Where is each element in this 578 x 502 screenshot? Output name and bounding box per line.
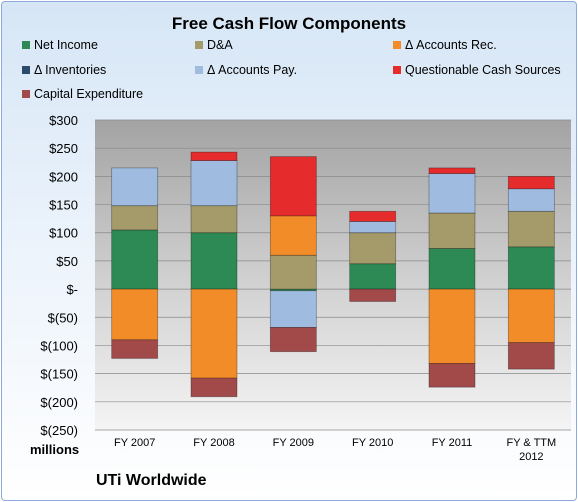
y-tick-label: $(50) [48, 310, 78, 325]
legend-swatch [22, 40, 30, 49]
bar-segment [111, 339, 159, 359]
legend-item: Δ Accounts Pay. [195, 63, 297, 77]
legend-item: Δ Accounts Rec. [393, 38, 497, 52]
y-tick-label: $(200) [40, 395, 78, 410]
legend-item: Net Income [22, 38, 98, 52]
bar-segment [111, 205, 159, 231]
legend-label: Net Income [34, 38, 98, 52]
bar-segment [190, 205, 238, 234]
bar-segment [428, 167, 476, 174]
bar-segment [428, 173, 476, 214]
company-name: UTi Worldwide [96, 472, 207, 489]
bar-segment [507, 288, 555, 344]
legend-item: Questionable Cash Sources [393, 63, 561, 77]
legend-label: Questionable Cash Sources [405, 63, 561, 77]
bar-segment [269, 327, 317, 353]
x-tick-label: FY 2008 [193, 437, 234, 449]
legend-swatch [195, 40, 203, 49]
bar-segment [269, 215, 317, 256]
bar-segment [190, 160, 238, 207]
bar-segment [349, 221, 397, 234]
bar-segment [428, 212, 476, 249]
bar-segment [190, 151, 238, 161]
y-tick-label: $100 [49, 226, 78, 241]
bar-segment [428, 363, 476, 388]
unit-label: millions [30, 442, 79, 457]
bar-segment [269, 254, 317, 290]
y-tick-label: $300 [49, 113, 78, 128]
legend-item: Δ Inventories [22, 63, 106, 77]
x-tick-label: FY 2007 [114, 437, 155, 449]
y-tick-label: $200 [49, 169, 78, 184]
legend-label: Capital Expenditure [34, 87, 144, 101]
x-tick-label: FY 2011 [432, 437, 473, 449]
legend-swatch [22, 65, 30, 74]
y-tick-label: $250 [49, 141, 78, 156]
bar-segment [507, 342, 555, 370]
y-tick-label: $(250) [40, 423, 78, 438]
x-tick-label: FY 2010 [352, 437, 393, 449]
legend-item: D&A [195, 38, 233, 52]
legend-item: Capital Expenditure [22, 87, 143, 101]
y-tick-label: $(100) [40, 338, 78, 353]
bar-segment [428, 248, 476, 290]
legend-swatch [195, 65, 203, 74]
y-tick-label: $(150) [40, 367, 78, 382]
x-tick-label: FY 2009 [273, 437, 314, 449]
chart-title: Free Cash Flow Components [171, 14, 407, 33]
bar-segment [190, 232, 238, 290]
legend-label: Δ Inventories [34, 63, 107, 77]
bar-segment [349, 263, 397, 290]
bar-segment [349, 232, 397, 265]
bar-segment [428, 288, 476, 364]
bar-segment [507, 175, 555, 190]
legend-label: Δ Accounts Pay. [207, 63, 298, 77]
chart-plot: $300 $250 $200 $150 $100 $50 $- $(50) $(100) $(15… [30, 113, 571, 463]
bar-segment [111, 167, 159, 207]
legend-swatch [22, 89, 30, 98]
bar-segment [111, 288, 159, 341]
legend-swatch [393, 65, 401, 74]
bar-segment [349, 288, 397, 302]
bar-segment [190, 288, 238, 379]
y-tick-label: $- [66, 282, 78, 297]
bar-segment [507, 188, 555, 212]
x-tick-label: FY & TTM 2012 [506, 437, 556, 463]
plot-area [95, 120, 571, 430]
bar-segment [507, 246, 555, 290]
bar-segment [111, 229, 159, 290]
bar-segment [269, 156, 317, 217]
bar-segment [269, 290, 317, 328]
bar-segment [349, 210, 397, 222]
legend-label: Δ Accounts Rec. [405, 38, 497, 52]
bar-segment [507, 210, 555, 248]
legend-label: D&A [207, 38, 233, 52]
y-tick-label: $50 [56, 254, 78, 269]
bar-segment [190, 377, 238, 398]
legend-swatch [393, 40, 401, 49]
y-tick-label: $150 [49, 198, 78, 213]
